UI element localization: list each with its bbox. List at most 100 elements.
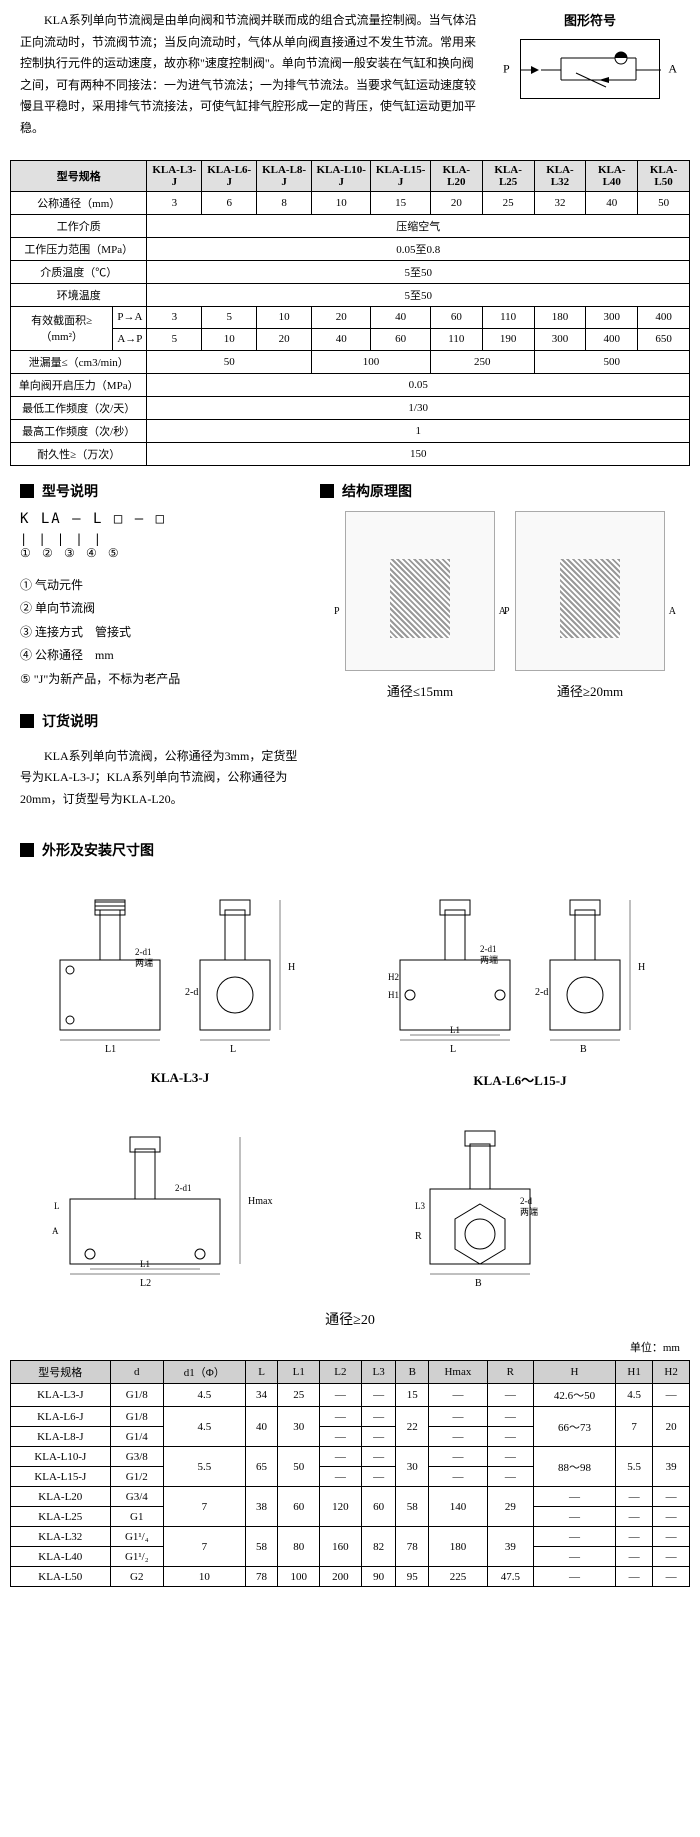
model-col: KLA-L10-J	[312, 160, 371, 191]
svg-text:A: A	[52, 1226, 59, 1236]
cell: 10	[163, 1567, 245, 1587]
cell: —	[361, 1467, 396, 1487]
spec-row: 最低工作频度（次/天） 1/30	[11, 396, 690, 419]
cell: 5至50	[147, 283, 690, 306]
cell: 40	[312, 328, 371, 350]
dim-drawing-2: 2-d1 两端 L L1 H1 H2 2-d B H KLA-L6～L15-J	[380, 880, 660, 1089]
spec-row: 介质温度（℃） 5至50	[11, 260, 690, 283]
row-label: 单向阀开启压力（MPa）	[11, 373, 147, 396]
square-icon	[320, 484, 334, 498]
cell: 20	[257, 328, 312, 350]
cell: KLA-L20	[11, 1487, 111, 1507]
cell: —	[533, 1567, 615, 1587]
cell: G2	[110, 1567, 163, 1587]
structure-caption-small: 通径≤15mm	[345, 681, 495, 700]
cell: 20	[653, 1407, 690, 1447]
svg-text:2-d1: 2-d1	[175, 1183, 192, 1193]
symbol-p-label: P	[503, 62, 510, 77]
cell: —	[429, 1427, 488, 1447]
legend-item: ④ 公称通径 mm	[20, 645, 300, 667]
header-text: 订货说明	[42, 711, 98, 731]
cell: 10	[257, 306, 312, 328]
cell: 40	[245, 1407, 278, 1447]
legend-text: 连接方式 管接式	[35, 625, 131, 639]
cell: 7	[163, 1487, 245, 1527]
cell: 95	[396, 1567, 429, 1587]
dim-th: H1	[616, 1361, 653, 1384]
spec-header-label: 型号规格	[11, 160, 147, 191]
cell: KLA-L3-J	[11, 1384, 111, 1407]
spec-row: 耐久性≥（万次） 150	[11, 442, 690, 465]
sub-label: P→A	[113, 306, 147, 328]
cell: 300	[586, 306, 638, 328]
cell: —	[487, 1447, 533, 1467]
cell: 500	[534, 350, 689, 373]
cell: 110	[482, 306, 534, 328]
cell: KLA-L25	[11, 1507, 111, 1527]
dim-drawing-1: 2-d1 两端 L1 2-d L H KLA-L3-J	[40, 880, 320, 1089]
structure-images-row: P A 通径≤15mm P A 通径≥20mm	[330, 511, 680, 700]
cell: 6	[202, 191, 257, 214]
structure-small: P A 通径≤15mm	[345, 511, 495, 700]
cell: 3	[147, 306, 202, 328]
spec-row: 单向阀开启压力（MPa） 0.05	[11, 373, 690, 396]
cell: 8	[257, 191, 312, 214]
cell: 78	[245, 1567, 278, 1587]
row-label: 有效截面积≥（mm²）	[11, 306, 113, 350]
cell: 32	[534, 191, 586, 214]
spec-row: A→P 5 10 20 40 60 110 190 300 400 650	[11, 328, 690, 350]
cell: KLA-L32	[11, 1527, 111, 1547]
cell: 10	[202, 328, 257, 350]
cell: —	[533, 1547, 615, 1567]
cell: 25	[482, 191, 534, 214]
dim-image-4: 2-d 两端 B R L3	[380, 1109, 660, 1289]
square-icon	[20, 843, 34, 857]
dim-th: d1（Φ）	[163, 1361, 245, 1384]
cell: —	[487, 1384, 533, 1407]
cell: 1	[147, 419, 690, 442]
model-nums: ① ② ③ ④ ⑤	[20, 546, 300, 560]
sub-label: A→P	[113, 328, 147, 350]
structure-drawing-large: P A	[515, 511, 665, 671]
cell: 50	[278, 1447, 320, 1487]
cell: 225	[429, 1567, 488, 1587]
cell: 7	[616, 1407, 653, 1447]
cell: G3/8	[110, 1447, 163, 1467]
dimension-table: 型号规格 d d1（Φ） L L1 L2 L3 B Hmax R H H1 H2…	[10, 1360, 690, 1587]
structure-large: P A 通径≥20mm	[515, 511, 665, 700]
cell: —	[320, 1407, 362, 1427]
svg-text:L: L	[54, 1201, 60, 1211]
cell: 60	[430, 306, 482, 328]
dim-row: KLA-L20 G3/4 7 38 60 120 60 58 140 29 — …	[11, 1487, 690, 1507]
cell: —	[616, 1507, 653, 1527]
cell: 60	[371, 328, 430, 350]
cell: 400	[638, 306, 690, 328]
symbol-diagram: P A	[520, 39, 660, 99]
dim-th: R	[487, 1361, 533, 1384]
model-col: KLA-L3-J	[147, 160, 202, 191]
cell: —	[653, 1567, 690, 1587]
cell: G1	[110, 1507, 163, 1527]
cell: 140	[429, 1487, 488, 1527]
symbol-title: 图形符号	[500, 10, 680, 29]
cell: G1¹/₄	[110, 1527, 163, 1547]
cell: —	[429, 1407, 488, 1427]
cell: —	[653, 1487, 690, 1507]
cell: 30	[396, 1447, 429, 1487]
dim-th: H	[533, 1361, 615, 1384]
svg-text:2-d: 2-d	[520, 1196, 532, 1206]
legend-item: ① 气动元件	[20, 575, 300, 597]
legend-num: ①	[20, 578, 32, 592]
cell: 10	[312, 191, 371, 214]
dim-image-1: 2-d1 两端 L1 2-d L H	[40, 880, 320, 1060]
header-text: 型号说明	[42, 481, 98, 501]
cell: —	[616, 1547, 653, 1567]
cell: —	[429, 1467, 488, 1487]
svg-text:L: L	[230, 1044, 236, 1055]
dim-row: KLA-L10-J G3/8 5.5 65 50 — — 30 — — 88～9…	[11, 1447, 690, 1467]
cell: G1/8	[110, 1407, 163, 1427]
spec-row: 工作介质 压缩空气	[11, 214, 690, 237]
svg-text:2-d: 2-d	[535, 987, 548, 998]
cell: G1/8	[110, 1384, 163, 1407]
cell: 38	[245, 1487, 278, 1527]
